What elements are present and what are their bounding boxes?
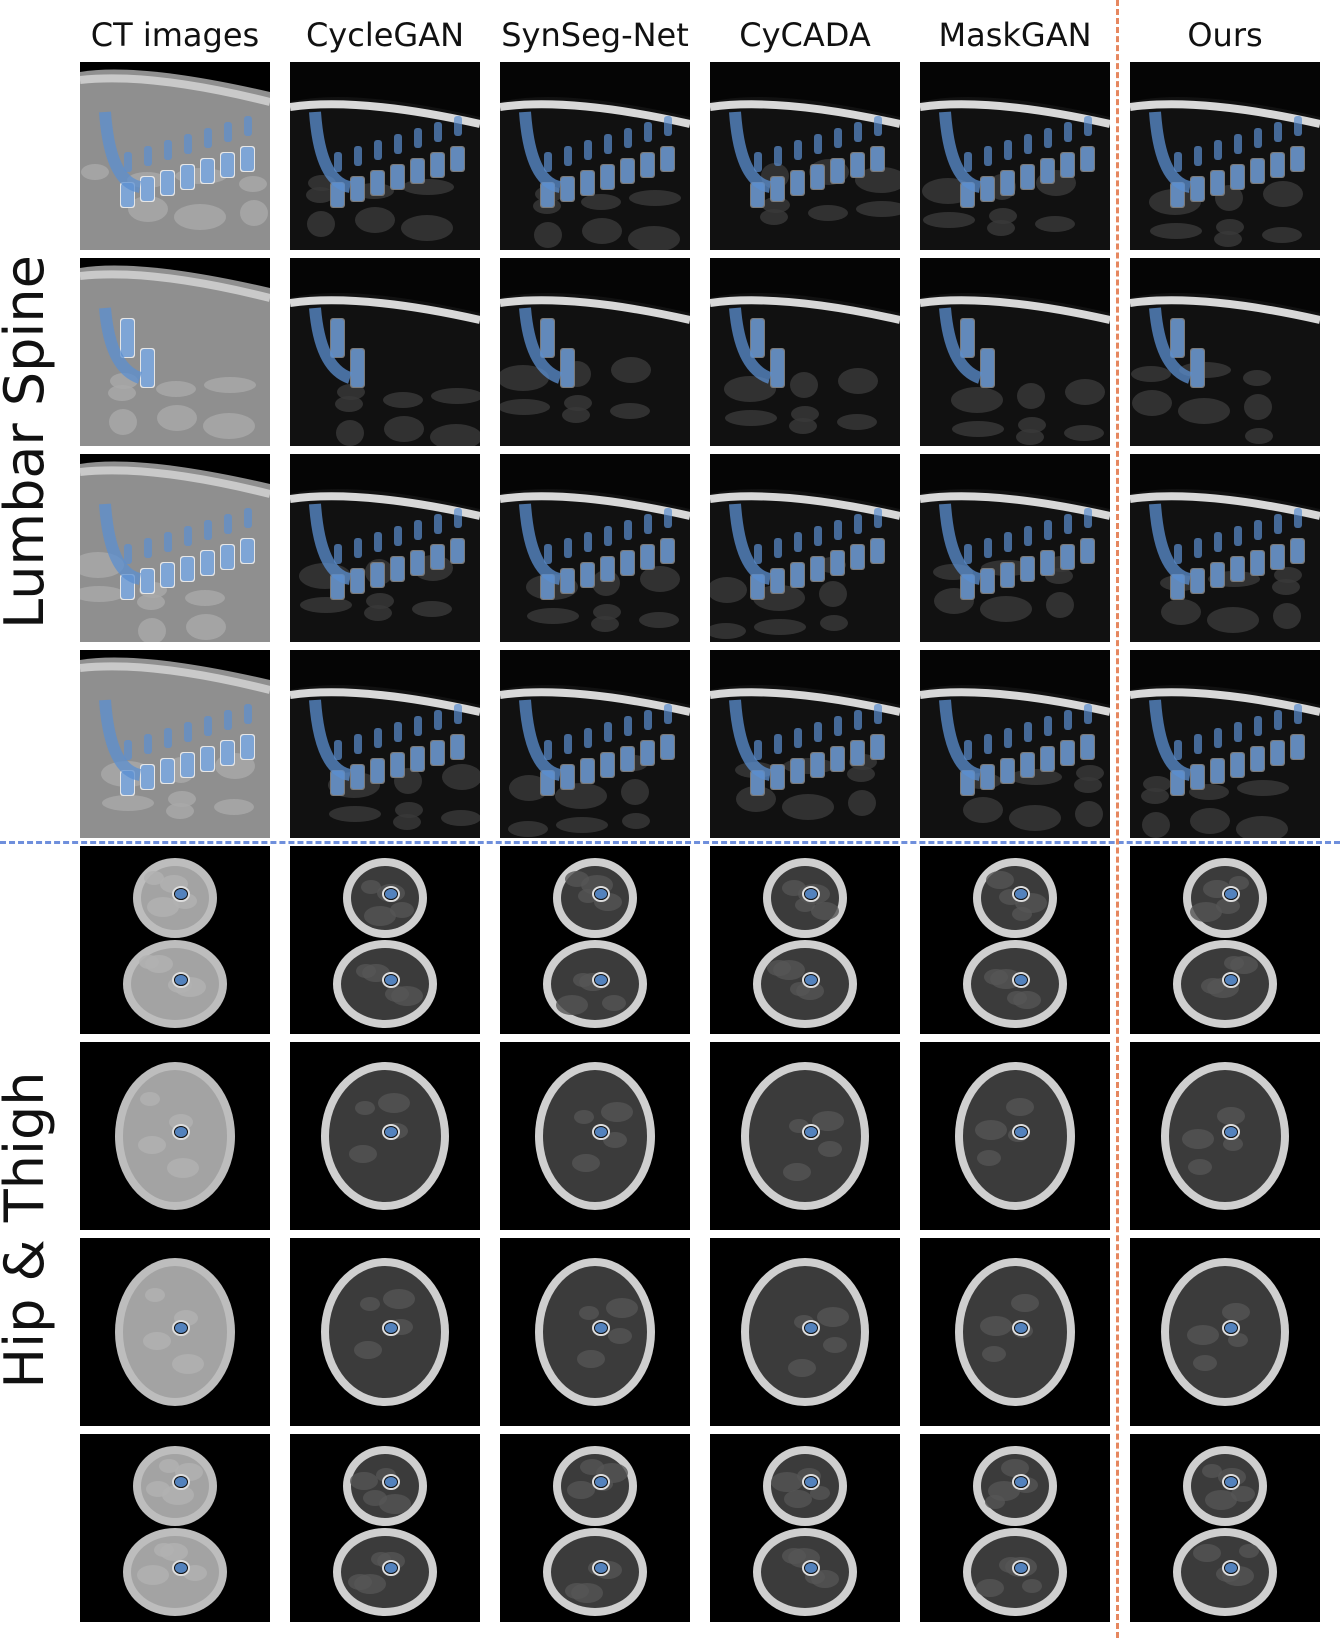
column-header-cycada: CyCADA	[739, 16, 871, 54]
image-hip-thigh-row3-ours	[1130, 1238, 1320, 1426]
image-lumbar-spine-row1-synseg-net	[500, 62, 690, 250]
image-hip-thigh-row1-cycada	[710, 846, 900, 1034]
column-header-maskgan: MaskGAN	[938, 16, 1092, 54]
image-lumbar-spine-row4-synseg-net	[500, 650, 690, 838]
image-hip-thigh-row2-synseg-net	[500, 1042, 690, 1230]
image-lumbar-spine-row1-maskgan	[920, 62, 1110, 250]
image-hip-thigh-row3-maskgan	[920, 1238, 1110, 1426]
image-hip-thigh-row1-synseg-net	[500, 846, 690, 1034]
image-hip-thigh-row1-ct-images	[80, 846, 270, 1034]
image-lumbar-spine-row1-cyclegan	[290, 62, 480, 250]
image-hip-thigh-row2-ours	[1130, 1042, 1320, 1230]
image-lumbar-spine-row1-cycada	[710, 62, 900, 250]
column-header-synseg: SynSeg-Net	[501, 16, 689, 54]
image-hip-thigh-row3-cyclegan	[290, 1238, 480, 1426]
image-hip-thigh-row3-synseg-net	[500, 1238, 690, 1426]
image-lumbar-spine-row3-cyclegan	[290, 454, 480, 642]
image-lumbar-spine-row3-ours	[1130, 454, 1320, 642]
image-hip-thigh-row3-ct-images	[80, 1238, 270, 1426]
column-header-ours: Ours	[1187, 16, 1263, 54]
image-lumbar-spine-row4-ours	[1130, 650, 1320, 838]
image-hip-thigh-row4-ct-images	[80, 1434, 270, 1622]
image-lumbar-spine-row4-cyclegan	[290, 650, 480, 838]
image-hip-thigh-row4-cyclegan	[290, 1434, 480, 1622]
image-hip-thigh-row3-cycada	[710, 1238, 900, 1426]
image-lumbar-spine-row4-ct-images	[80, 650, 270, 838]
image-hip-thigh-row4-synseg-net	[500, 1434, 690, 1622]
image-lumbar-spine-row2-ours	[1130, 258, 1320, 446]
image-lumbar-spine-row4-maskgan	[920, 650, 1110, 838]
image-lumbar-spine-row2-cyclegan	[290, 258, 480, 446]
image-hip-thigh-row2-maskgan	[920, 1042, 1110, 1230]
image-lumbar-spine-row3-synseg-net	[500, 454, 690, 642]
image-lumbar-spine-row2-ct-images	[80, 258, 270, 446]
group-divider-horizontal	[0, 841, 1340, 844]
image-hip-thigh-row4-ours	[1130, 1434, 1320, 1622]
image-lumbar-spine-row1-ct-images	[80, 62, 270, 250]
image-hip-thigh-row2-cyclegan	[290, 1042, 480, 1230]
image-hip-thigh-row1-cyclegan	[290, 846, 480, 1034]
image-lumbar-spine-row3-cycada	[710, 454, 900, 642]
image-hip-thigh-row4-cycada	[710, 1434, 900, 1622]
group-label-hip-thigh: Hip & Thigh	[0, 1071, 56, 1389]
image-hip-thigh-row1-maskgan	[920, 846, 1110, 1034]
image-lumbar-spine-row4-cycada	[710, 650, 900, 838]
group-label-lumbar-spine: Lumbar Spine	[0, 255, 56, 629]
image-lumbar-spine-row3-ct-images	[80, 454, 270, 642]
image-lumbar-spine-row2-synseg-net	[500, 258, 690, 446]
image-lumbar-spine-row2-maskgan	[920, 258, 1110, 446]
column-header-cyclegan: CycleGAN	[305, 16, 465, 54]
image-lumbar-spine-row2-cycada	[710, 258, 900, 446]
method-divider-vertical	[1116, 0, 1119, 1638]
column-header-ct: CT images	[90, 16, 260, 54]
image-hip-thigh-row2-cycada	[710, 1042, 900, 1230]
image-hip-thigh-row2-ct-images	[80, 1042, 270, 1230]
image-hip-thigh-row4-maskgan	[920, 1434, 1110, 1622]
image-lumbar-spine-row1-ours	[1130, 62, 1320, 250]
image-lumbar-spine-row3-maskgan	[920, 454, 1110, 642]
image-hip-thigh-row1-ours	[1130, 846, 1320, 1034]
